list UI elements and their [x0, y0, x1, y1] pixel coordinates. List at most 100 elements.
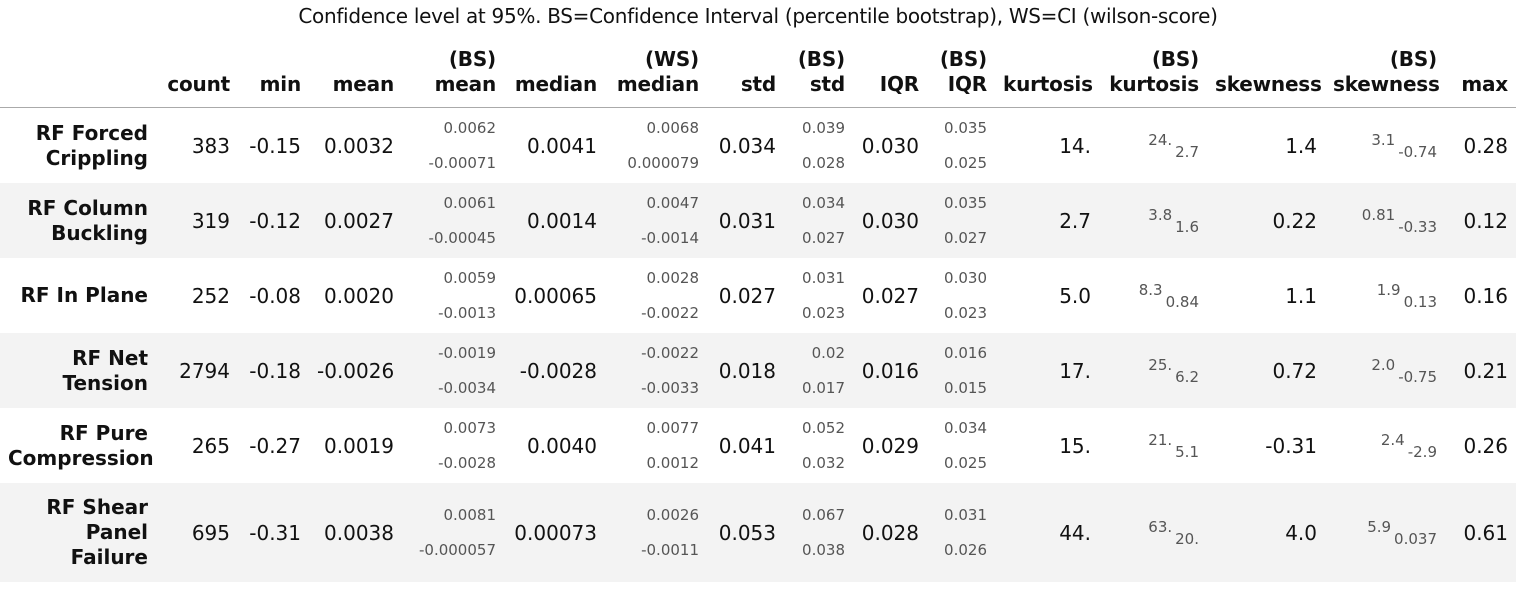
col-header-std: std [707, 41, 784, 108]
ci-upper: 0.067 [802, 505, 845, 524]
ci-lower: 0.84 [1165, 292, 1199, 311]
col-header-mean: mean [309, 41, 402, 108]
cell-std: 0.053 [707, 483, 784, 582]
ci-upper: 2.0 [1371, 355, 1396, 374]
cell-bs-mean: 0.0061 -0.00045 [402, 183, 504, 258]
ci-lower: 2.7 [1175, 142, 1199, 161]
cell-count: 2794 [156, 333, 238, 408]
col-header-skewness: skewness [1207, 41, 1325, 108]
ci-lower: 0.025 [944, 153, 987, 172]
ci-upper: 8.3 [1138, 280, 1163, 299]
cell-bs-kurtosis: 3.81.6 [1099, 183, 1207, 258]
cell-median: 0.00065 [514, 283, 597, 308]
ci-lower: -0.75 [1398, 367, 1437, 386]
ci-upper: 0.035 [944, 193, 987, 212]
ci-lower: 0.023 [944, 303, 987, 322]
row-label: RF Column Buckling [0, 183, 156, 258]
cell-kurtosis: 15. [1059, 433, 1091, 458]
cell-ws-median: 0.0068 0.000079 [605, 108, 707, 184]
col-header-count: count [156, 41, 238, 108]
ci-upper: 63. [1148, 517, 1173, 536]
table-row: RF Forced Crippling 383 -0.15 0.0032 0.0… [0, 108, 1516, 184]
cell-skewness: 0.72 [1207, 333, 1325, 408]
col-header-bs-mean: (BS) mean [402, 41, 504, 108]
ci-lower: 0.015 [944, 378, 987, 397]
cell-mean: 0.0020 [324, 283, 394, 308]
ci-lower: 0.025 [944, 453, 987, 472]
ci-upper: 0.0061 [443, 193, 497, 212]
cell-min: -0.27 [249, 433, 301, 458]
ci-lower: -0.0014 [641, 228, 699, 247]
cell-bs-skewness: 0.81-0.33 [1325, 183, 1445, 258]
cell-bs-std: 0.052 0.032 [784, 408, 853, 483]
cell-bs-iqr: 0.035 0.027 [927, 183, 995, 258]
ci-upper: 0.81 [1361, 205, 1396, 224]
ci-lower: 0.038 [802, 540, 845, 559]
cell-mean: 0.0032 [324, 133, 394, 158]
ci-upper: 0.02 [811, 343, 845, 362]
cell-bs-skewness: 5.90.037 [1325, 483, 1445, 582]
cell-min: -0.15 [249, 133, 301, 158]
ci-upper: 0.0062 [443, 118, 497, 137]
col-header-iqr: IQR [853, 41, 927, 108]
cell-count: 252 [191, 283, 230, 308]
ci-lower: -0.000057 [419, 540, 496, 559]
cell-max: 0.26 [1463, 433, 1508, 458]
ci-upper: 0.034 [802, 193, 845, 212]
table-row: RF Net Tension 2794 -0.18 -0.0026 -0.001… [0, 333, 1516, 408]
ci-upper: 0.030 [944, 268, 987, 287]
ci-upper: 1.9 [1376, 280, 1401, 299]
table-row: RF Pure Compression 265 -0.27 0.0019 0.0… [0, 408, 1516, 483]
cell-kurtosis: 5.0 [1059, 283, 1091, 308]
cell-bs-iqr: 0.035 0.025 [927, 108, 995, 184]
ci-lower: 0.027 [802, 228, 845, 247]
ci-lower: -0.0033 [641, 378, 699, 397]
col-header-median: median [504, 41, 605, 108]
cell-median: 0.00073 [504, 483, 605, 582]
cell-min: -0.18 [238, 333, 309, 408]
col-header-bs-kurtosis: (BS) kurtosis [1099, 41, 1207, 108]
header-row: count min mean (BS) mean median (WS) med… [0, 41, 1516, 108]
cell-max: 0.61 [1445, 483, 1516, 582]
ci-lower: 0.000079 [627, 153, 699, 172]
ci-lower: -0.74 [1398, 142, 1437, 161]
cell-max: 0.28 [1463, 133, 1508, 158]
cell-mean: 0.0027 [309, 183, 402, 258]
cell-std: 0.018 [707, 333, 784, 408]
cell-max: 0.21 [1445, 333, 1516, 408]
cell-median: 0.0014 [504, 183, 605, 258]
ci-lower: 0.037 [1394, 529, 1437, 548]
ci-upper: 0.035 [944, 118, 987, 137]
ci-lower: -0.33 [1398, 217, 1437, 236]
col-header-bs-skewness: (BS) skewness [1325, 41, 1445, 108]
ci-upper: 0.0077 [646, 418, 700, 437]
cell-ws-median: 0.0026 -0.0011 [605, 483, 707, 582]
ci-upper: 24. [1148, 130, 1173, 149]
table-caption: Confidence level at 95%. BS=Confidence I… [298, 4, 1218, 28]
ci-upper: 0.0026 [646, 505, 700, 524]
ci-upper: 0.031 [802, 268, 845, 287]
cell-bs-mean: 0.0073 -0.0028 [402, 408, 504, 483]
row-label: RF Net Tension [0, 333, 156, 408]
cell-bs-iqr: 0.030 0.023 [927, 258, 995, 333]
ci-lower: 0.026 [944, 540, 987, 559]
ci-lower: -0.00071 [428, 153, 496, 172]
cell-skewness: -0.31 [1265, 433, 1317, 458]
cell-bs-skewness: 2.4-2.9 [1325, 408, 1445, 483]
cell-bs-std: 0.039 0.028 [784, 108, 853, 184]
cell-bs-skewness: 3.1-0.74 [1325, 108, 1445, 184]
cell-skewness: 0.22 [1207, 183, 1325, 258]
cell-bs-mean: -0.0019 -0.0034 [402, 333, 504, 408]
ci-lower: 0.017 [802, 378, 845, 397]
cell-bs-iqr: 0.034 0.025 [927, 408, 995, 483]
cell-bs-kurtosis: 21.5.1 [1099, 408, 1207, 483]
cell-skewness: 4.0 [1207, 483, 1325, 582]
cell-bs-iqr: 0.016 0.015 [927, 333, 995, 408]
cell-count: 383 [191, 133, 230, 158]
ci-upper: 25. [1148, 355, 1173, 374]
cell-bs-skewness: 1.90.13 [1325, 258, 1445, 333]
ci-lower: 0.023 [802, 303, 845, 322]
cell-ws-median: 0.0077 0.0012 [605, 408, 707, 483]
cell-kurtosis: 2.7 [995, 183, 1099, 258]
cell-bs-mean: 0.0062 -0.00071 [402, 108, 504, 184]
